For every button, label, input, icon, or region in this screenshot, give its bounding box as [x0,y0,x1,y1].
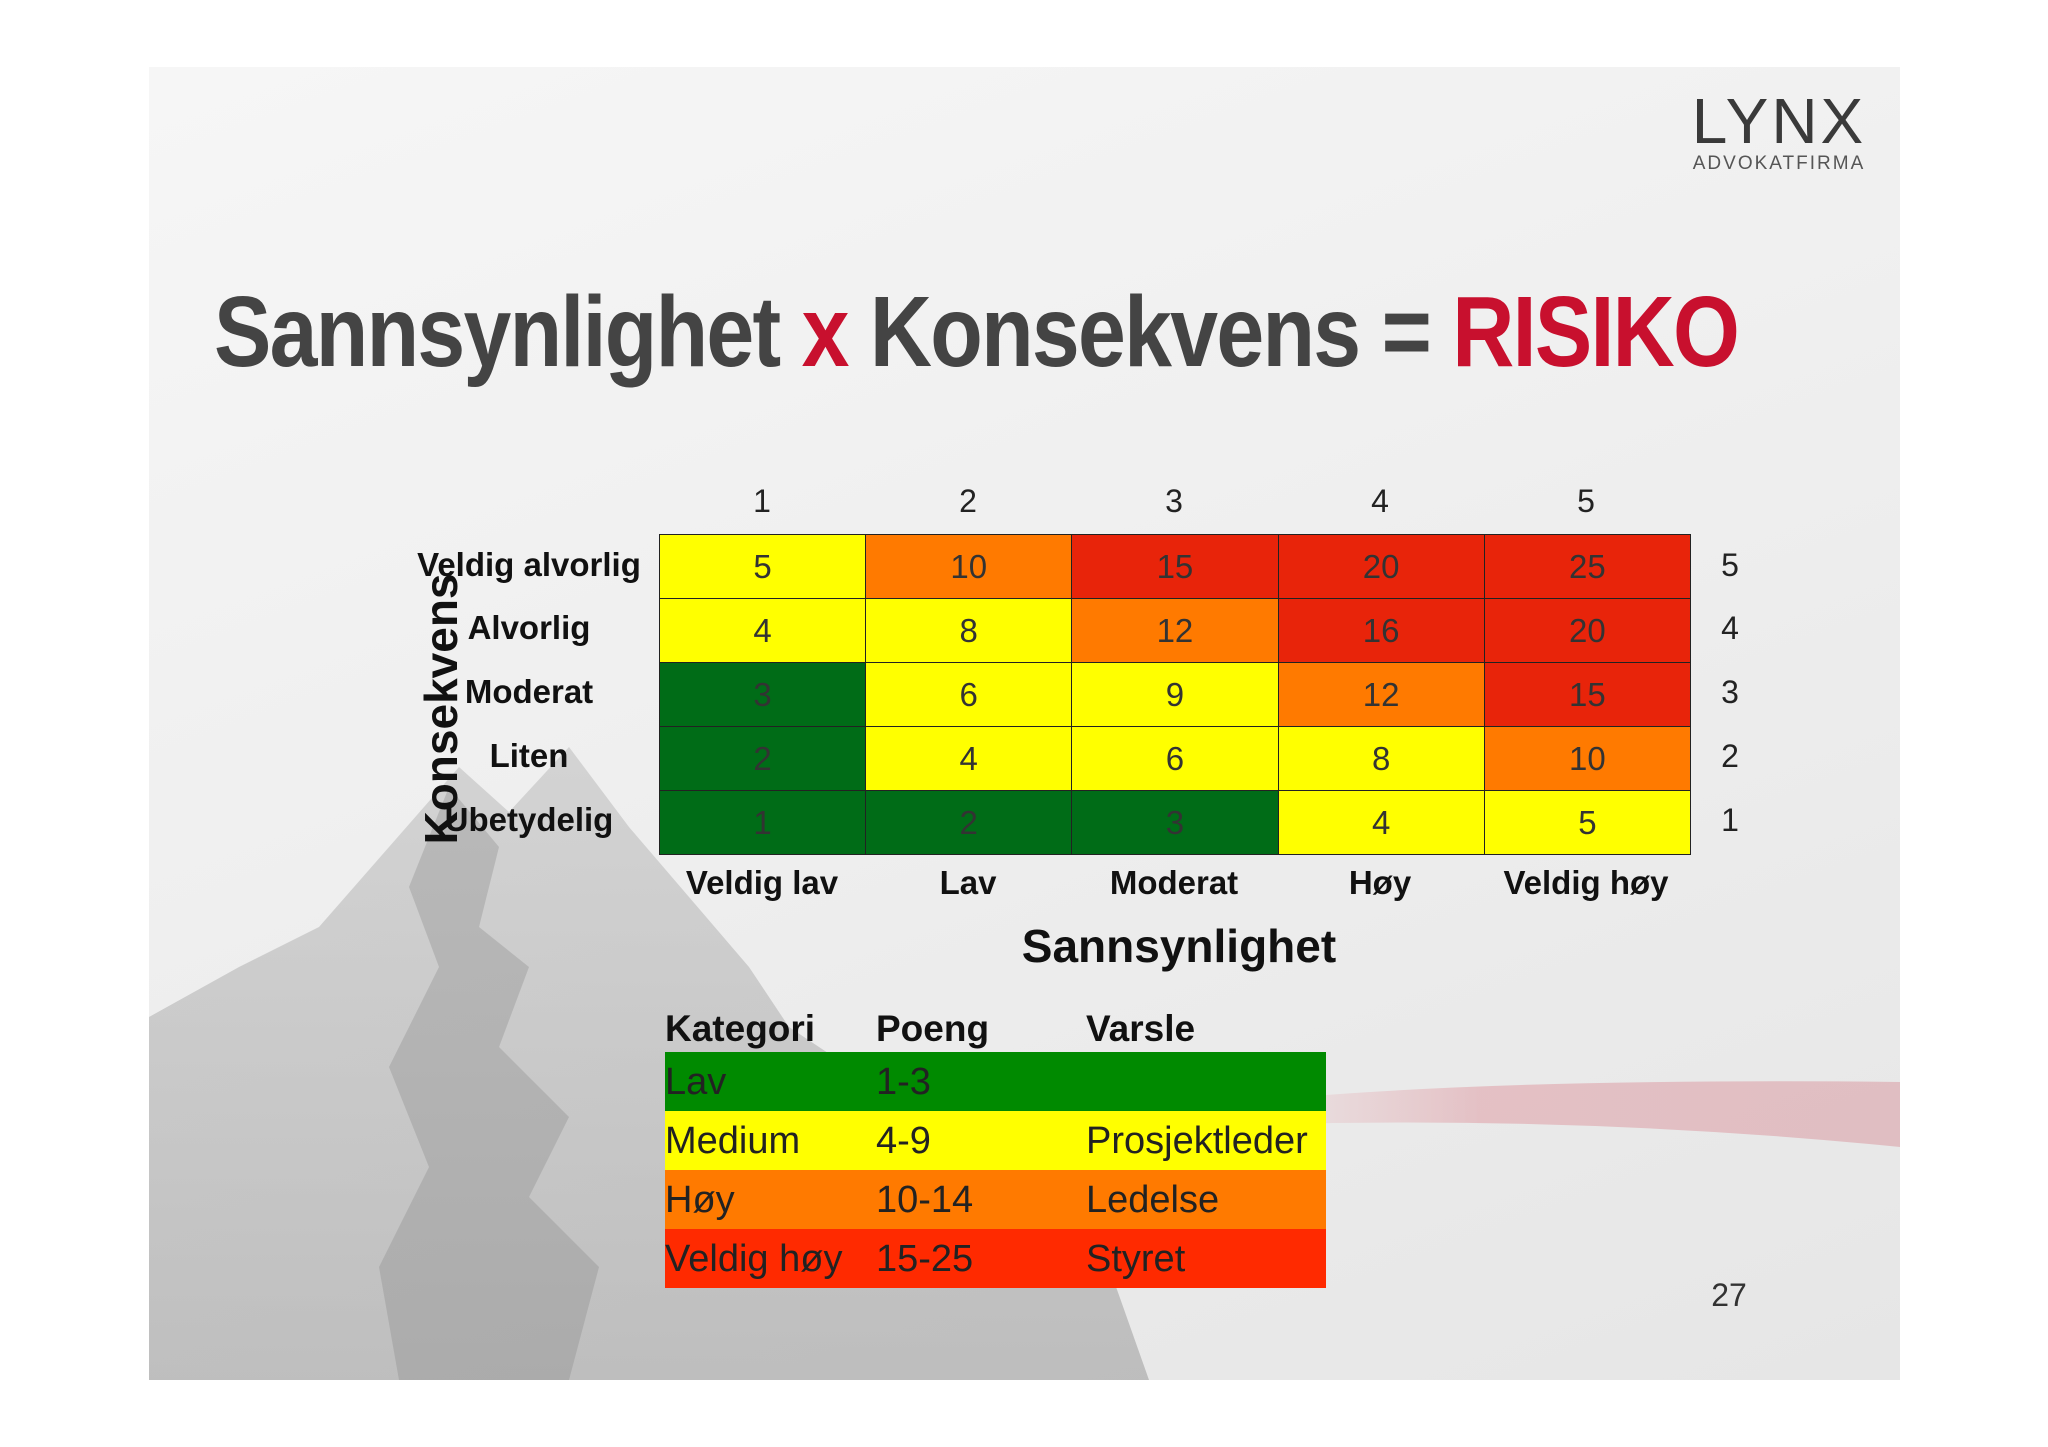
slide-title: Sannsynlighet x Konsekvens = RISIKO [214,282,1740,382]
matrix-cell: 15 [1483,662,1692,727]
matrix-cell: 9 [1071,662,1279,727]
row-number: 4 [1721,610,1739,646]
slide: LYNX ADVOKATFIRMA Sannsynlighet x Konsek… [149,67,1900,1380]
title-multiply-sign: x [801,276,850,388]
legend-varsle: Prosjektleder [1086,1119,1308,1162]
matrix-cell: 4 [658,598,867,663]
legend-table: Lav 1-3 Medium 4-9 Prosjektleder Høy 10-… [665,1052,1326,1288]
row-label: Alvorlig [467,609,591,646]
legend-poeng: 4-9 [876,1119,931,1162]
title-risk: RISIKO [1452,276,1740,388]
row-number: 5 [1721,547,1739,583]
matrix-cell: 5 [1483,790,1692,855]
title-part-1: Sannsynlighet [214,276,781,388]
matrix-cell: 6 [1071,726,1279,791]
column-number: 3 [1165,483,1183,519]
matrix-cell: 12 [1071,598,1279,663]
title-equals-sign: = [1381,276,1432,388]
matrix-row: 2 4 6 8 10 [658,726,1692,791]
logo-wordmark: LYNX [1691,85,1867,157]
legend-header-poeng: Poeng [876,1008,990,1049]
matrix-row: 3 6 9 12 15 [658,662,1692,727]
page-number: 27 [1711,1277,1747,1313]
legend-header: Kategori Poeng Varsle [665,1007,1365,1051]
legend-header-kategori: Kategori [665,1008,816,1049]
matrix-cell: 2 [658,726,867,791]
matrix-cell: 10 [1483,726,1692,791]
row-number: 3 [1721,674,1739,710]
row-label: Veldig alvorlig [417,546,641,583]
legend-poeng: 1-3 [876,1060,931,1103]
matrix-cell: 20 [1483,598,1692,663]
row-label: Liten [489,737,569,774]
x-category: Moderat [1109,864,1239,901]
legend-kategori: Lav [665,1060,727,1103]
title-part-2: Konsekvens [869,276,1361,388]
x-axis-label: Sannsynlighet [1021,920,1337,972]
legend-poeng: 15-25 [876,1237,974,1280]
x-category: Veldig lav [685,864,839,901]
row-label: Moderat [464,673,594,710]
matrix-cell: 4 [1277,790,1485,855]
matrix-cell: 5 [658,534,867,599]
x-category: Lav [939,864,997,901]
column-number: 2 [959,483,977,519]
legend-row: Medium 4-9 Prosjektleder [665,1111,1326,1170]
matrix-cell: 8 [865,598,1073,663]
legend-header-varsle: Varsle [1086,1008,1196,1049]
mountain-background-image [149,747,1900,1380]
row-number: 2 [1721,738,1739,774]
x-category: Høy [1348,864,1412,901]
row-label: Ubetydelig [444,801,614,838]
legend-varsle: Styret [1086,1237,1186,1280]
legend-row: Høy 10-14 Ledelse [665,1170,1326,1229]
matrix-cell: 1 [658,790,867,855]
matrix-cell: 10 [865,534,1073,599]
matrix-cell: 20 [1277,534,1485,599]
matrix-row: 1 2 3 4 5 [658,790,1692,855]
logo-subtitle: ADVOKATFIRMA [1692,153,1866,174]
matrix-cell: 2 [865,790,1073,855]
row-number: 1 [1721,802,1739,838]
matrix-cell: 6 [865,662,1073,727]
column-number: 5 [1577,483,1595,519]
matrix-row: 5 10 15 20 25 [658,534,1692,599]
x-category: Veldig høy [1503,864,1669,901]
matrix-cell: 8 [1277,726,1485,791]
legend-kategori: Medium [665,1119,801,1162]
matrix-cell: 25 [1483,534,1692,599]
legend-poeng: 10-14 [876,1178,974,1221]
risk-matrix: 5 10 15 20 25 4 8 12 16 20 3 6 9 12 15 2… [658,534,1692,855]
matrix-cell: 15 [1071,534,1279,599]
legend-varsle [1086,1052,1326,1111]
legend-kategori: Høy [665,1178,735,1221]
column-number: 1 [753,483,771,519]
matrix-cell: 16 [1277,598,1485,663]
column-number: 4 [1371,483,1389,519]
matrix-cell: 12 [1277,662,1485,727]
legend-row: Veldig høy 15-25 Styret [665,1229,1326,1288]
matrix-row: 4 8 12 16 20 [658,598,1692,663]
matrix-cell: 3 [1071,790,1279,855]
legend-varsle: Ledelse [1086,1178,1220,1221]
legend-row: Lav 1-3 [665,1052,1326,1111]
matrix-cell: 3 [658,662,867,727]
matrix-cell: 4 [865,726,1073,791]
legend-kategori: Veldig høy [665,1237,843,1280]
